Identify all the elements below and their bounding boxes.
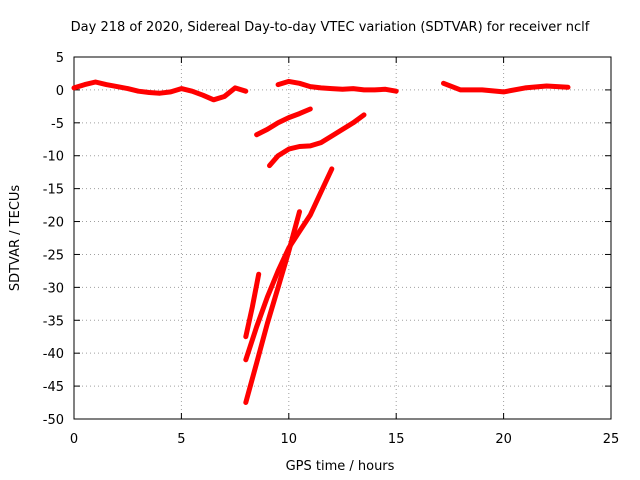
- data-series: [71, 78, 571, 405]
- y-tick-label: -50: [43, 413, 64, 428]
- series-arc-3: [441, 80, 571, 95]
- x-tick-label: 15: [388, 432, 405, 447]
- y-tick-label: -15: [43, 183, 64, 198]
- y-tick-label: -25: [43, 248, 64, 263]
- y-tick-label: -40: [43, 347, 64, 362]
- series-arc-5: [267, 112, 367, 169]
- ticks: 0 5 10 15 20 25 5 0 -5 -10 -15 -20 -25 -30 -35 -40 -45 -5…: [43, 51, 620, 447]
- y-tick-label: -35: [43, 314, 64, 329]
- y-tick-label: -10: [43, 150, 64, 165]
- x-tick-label: 0: [70, 432, 78, 447]
- chart-title: Day 218 of 2020, Sidereal Day-to-day VTE…: [71, 20, 590, 35]
- x-tick-label: 10: [281, 432, 298, 447]
- series-arc-8: [243, 271, 262, 340]
- series-arc-2: [275, 78, 399, 94]
- y-tick-label: 5: [56, 51, 64, 66]
- series-arc-7: [243, 209, 302, 405]
- y-tick-label: 0: [56, 84, 64, 99]
- plot-frame: [73, 56, 612, 420]
- y-axis-label: SDTVAR / TECUs: [8, 185, 23, 292]
- gridlines: [74, 57, 611, 419]
- y-tick-label: -45: [43, 380, 64, 395]
- series-arc-1: [71, 79, 249, 103]
- y-tick-label: -5: [51, 117, 64, 132]
- x-axis-label: GPS time / hours: [286, 459, 395, 474]
- x-tick-label: 20: [495, 432, 512, 447]
- x-tick-label: 25: [603, 432, 620, 447]
- y-tick-label: -30: [43, 281, 64, 296]
- y-tick-label: -20: [43, 216, 64, 231]
- series-arc-4: [254, 106, 313, 138]
- x-tick-label: 5: [177, 432, 185, 447]
